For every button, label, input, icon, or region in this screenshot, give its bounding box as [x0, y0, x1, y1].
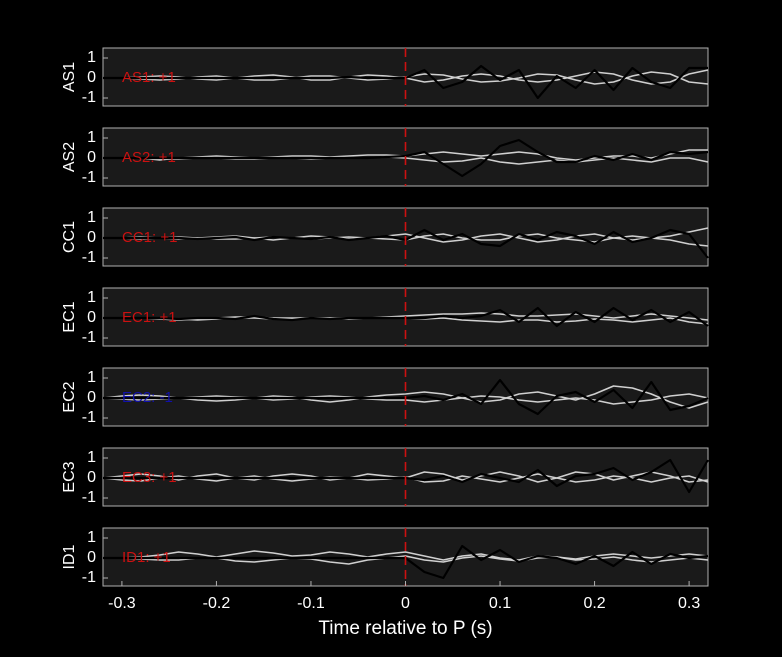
- y-tick-label: 0: [87, 469, 96, 486]
- y-axis-label: ID1: [61, 544, 78, 569]
- trace: [103, 550, 709, 561]
- y-axis-label: CC1: [61, 221, 78, 253]
- y-axis-label: AS2: [61, 142, 78, 172]
- x-tick-label: 0.1: [489, 595, 511, 612]
- y-tick-label: 1: [87, 369, 96, 386]
- y-tick-label: 0: [87, 69, 96, 86]
- x-tick-label: -0.1: [297, 595, 325, 612]
- y-tick-label: 0: [87, 389, 96, 406]
- y-tick-label: 1: [87, 129, 96, 146]
- trace-annotation: CC1: +1: [122, 229, 177, 246]
- trace-annotation: AS1: +1: [122, 69, 176, 86]
- y-tick-label: 1: [87, 529, 96, 546]
- trace-annotation: EC1: +1: [122, 309, 177, 326]
- y-tick-label: -1: [82, 409, 96, 426]
- trace: [102, 385, 709, 409]
- y-tick-label: 0: [87, 309, 96, 326]
- x-tick-label: 0.2: [583, 595, 605, 612]
- y-tick-label: 1: [87, 209, 96, 226]
- trace-annotation: ID1: +1: [122, 549, 171, 566]
- y-tick-label: 1: [87, 49, 96, 66]
- y-tick-label: 0: [87, 549, 96, 566]
- y-tick-label: -1: [82, 169, 96, 186]
- x-tick-label: -0.2: [203, 595, 231, 612]
- y-tick-label: 1: [87, 449, 96, 466]
- y-axis-label: EC1: [61, 301, 78, 332]
- y-tick-label: 1: [87, 289, 96, 306]
- y-tick-label: -1: [82, 569, 96, 586]
- y-tick-label: -1: [82, 89, 96, 106]
- x-tick-label: -0.3: [108, 595, 136, 612]
- y-axis-label: EC2: [61, 381, 78, 412]
- y-tick-label: 0: [87, 229, 96, 246]
- x-tick-label: 0: [401, 595, 410, 612]
- x-tick-label: 0.3: [678, 595, 700, 612]
- x-axis-label: Time relative to P (s): [318, 618, 492, 639]
- trace-annotation: EC3: +1: [122, 469, 177, 486]
- y-tick-label: 0: [87, 149, 96, 166]
- y-axis-label: EC3: [61, 461, 78, 492]
- trace-annotation: EC2: -1: [122, 389, 173, 406]
- trace-annotation: AS2: +1: [122, 149, 176, 166]
- y-tick-label: -1: [82, 489, 96, 506]
- y-tick-label: -1: [82, 249, 96, 266]
- y-axis-label: AS1: [61, 62, 78, 92]
- y-tick-label: -1: [82, 329, 96, 346]
